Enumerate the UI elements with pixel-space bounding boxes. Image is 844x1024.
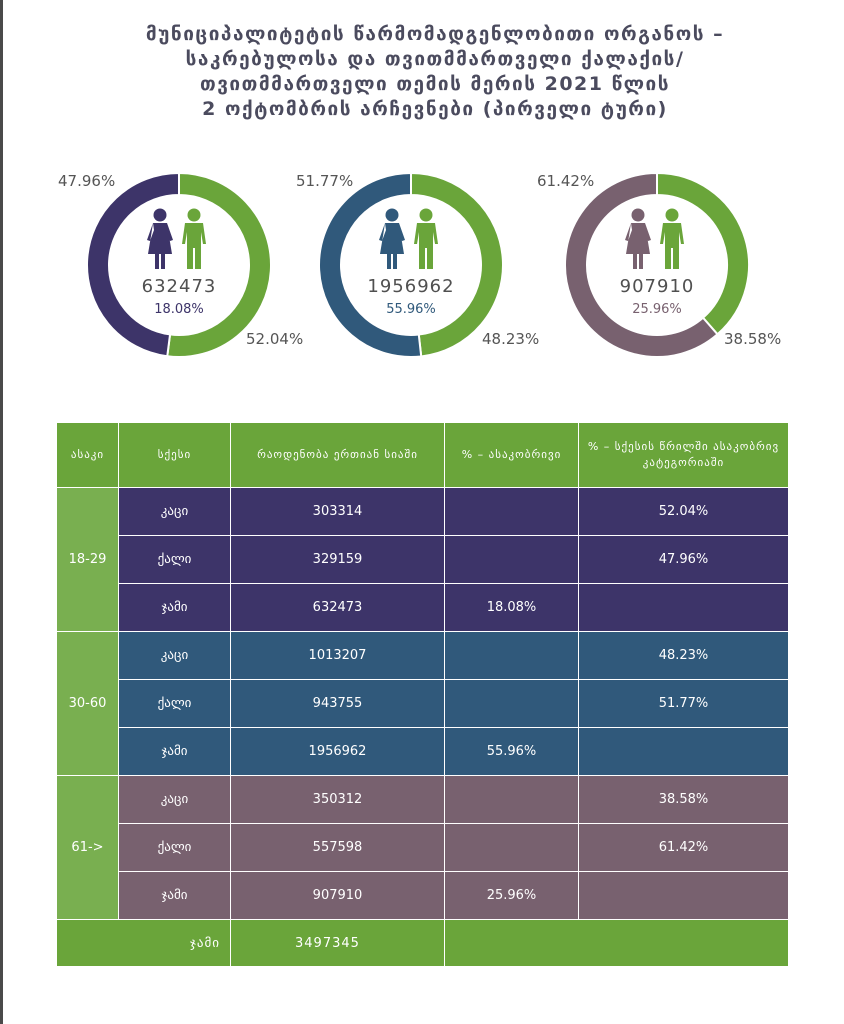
gender-figures <box>147 208 206 269</box>
age-group-cell: 61-> <box>56 775 119 920</box>
count-cell: 1013207 <box>230 631 445 680</box>
grand-total-value: 3497345 <box>230 919 445 967</box>
donut-share: 25.96% <box>632 302 682 317</box>
page-border <box>0 0 3 1024</box>
male-pct-label: 52.04% <box>246 330 304 348</box>
donut-chart-61: 907910 25.96% <box>562 170 752 360</box>
age-pct-cell <box>444 535 579 584</box>
donut-slice-female <box>86 171 180 358</box>
donut-share: 18.08% <box>154 302 204 317</box>
female-pct-label: 61.42% <box>537 172 595 190</box>
gender-cell: ჯამი <box>118 583 231 632</box>
gender-pct-cell: 48.23% <box>578 631 789 680</box>
title-line: 2 ოქტომბრის არჩევნები (პირველი ტური) <box>202 98 668 120</box>
donut-share: 55.96% <box>386 302 436 317</box>
age-pct-cell <box>444 679 579 728</box>
age-group-cell: 30-60 <box>56 631 119 776</box>
donut-total: 907910 <box>619 276 695 297</box>
table-row: ქალი 943755 51.77% <box>57 679 789 728</box>
male-icon <box>660 208 684 269</box>
page-title: მუნიციპალიტეტის წარმომადგენლობითი ორგანო… <box>90 22 780 122</box>
female-pct-label: 47.96% <box>58 172 116 190</box>
header-age: ასაკი <box>56 422 119 488</box>
gender-cell: ჯამი <box>118 871 231 920</box>
header-age-pct: % – ასაკობრივი <box>444 422 579 488</box>
donut-slice-female <box>564 171 719 358</box>
female-icon <box>147 208 173 269</box>
gender-cell: ქალი <box>118 535 231 584</box>
donut-total: 632473 <box>141 276 217 297</box>
donut-chart-18-29: 632473 18.08% <box>84 170 274 360</box>
male-pct-label: 48.23% <box>482 330 540 348</box>
age-pct-cell: 25.96% <box>444 871 579 920</box>
table-header-row: ასაკი სქესი რაოდენობა ერთიან სიაში % – ა… <box>56 422 789 488</box>
age-pct-cell <box>444 775 579 824</box>
count-cell: 907910 <box>230 871 445 920</box>
age-group-cell: 18-29 <box>56 487 119 632</box>
age-pct-cell <box>444 631 579 680</box>
female-icon <box>625 208 651 269</box>
age-pct-cell: 55.96% <box>444 727 579 776</box>
table-row-total: ჯამი 1956962 55.96% <box>57 727 789 776</box>
grand-total-label: ჯამი <box>56 919 231 967</box>
table-row: 61-> კაცი 350312 38.58% <box>56 775 789 920</box>
gender-cell: კაცი <box>118 775 231 824</box>
gender-cell: ქალი <box>118 679 231 728</box>
gender-pct-cell: 61.42% <box>578 823 789 872</box>
female-pct-label: 51.77% <box>296 172 354 190</box>
age-pct-cell <box>444 487 579 536</box>
table-row: ქალი 557598 61.42% <box>57 823 789 872</box>
count-cell: 943755 <box>230 679 445 728</box>
donut-svg <box>86 171 272 358</box>
gender-pct-cell <box>578 727 789 776</box>
gender-pct-cell <box>578 583 789 632</box>
header-gender: სქესი <box>118 422 231 488</box>
table-row: 30-60 კაცი 1013207 48.23% <box>56 631 789 776</box>
count-cell: 1956962 <box>230 727 445 776</box>
data-table: ასაკი სქესი რაოდენობა ერთიან სიაში % – ა… <box>56 422 789 967</box>
donut-svg <box>318 171 504 358</box>
male-pct-label: 38.58% <box>724 330 782 348</box>
header-gender-pct: % – სქესის წრილში ასაკობრივ კატეგორიაში <box>578 422 789 488</box>
table-row: ქალი 329159 47.96% <box>57 535 789 584</box>
age-pct-cell <box>444 823 579 872</box>
count-cell: 329159 <box>230 535 445 584</box>
title-line: თვითმმართველი თემის მერის 2021 წლის <box>199 73 671 95</box>
donut-slice-female <box>318 171 423 358</box>
female-icon <box>379 208 405 269</box>
gender-cell: კაცი <box>118 487 231 536</box>
count-cell: 632473 <box>230 583 445 632</box>
grand-total-row: ჯამი 3497345 <box>56 919 789 967</box>
title-line: მუნიციპალიტეტის წარმომადგენლობითი ორგანო… <box>145 23 725 45</box>
donut-svg <box>564 171 750 358</box>
donut-chart-30-60: 1956962 55.96% <box>316 170 506 360</box>
gender-figures <box>379 208 438 269</box>
count-cell: 303314 <box>230 487 445 536</box>
gender-pct-cell: 51.77% <box>578 679 789 728</box>
gender-pct-cell: 52.04% <box>578 487 789 536</box>
gender-cell: კაცი <box>118 631 231 680</box>
table-row-total: ჯამი 632473 18.08% <box>57 583 789 632</box>
title-line: საკრებულოსა და თვითმმართველი ქალაქის/ <box>185 48 685 70</box>
gender-cell: ჯამი <box>118 727 231 776</box>
age-pct-cell: 18.08% <box>444 583 579 632</box>
gender-figures <box>625 208 684 269</box>
male-icon <box>414 208 438 269</box>
grand-total-empty <box>444 919 789 967</box>
donut-slice-male <box>166 171 272 358</box>
male-icon <box>182 208 206 269</box>
gender-pct-cell <box>578 871 789 920</box>
gender-pct-cell: 47.96% <box>578 535 789 584</box>
gender-cell: ქალი <box>118 823 231 872</box>
table-row: 18-29 კაცი 303314 52.04% <box>56 487 789 632</box>
donut-total: 1956962 <box>367 276 455 297</box>
gender-pct-cell: 38.58% <box>578 775 789 824</box>
count-cell: 350312 <box>230 775 445 824</box>
table-row-total: ჯამი 907910 25.96% <box>57 871 789 920</box>
count-cell: 557598 <box>230 823 445 872</box>
header-count: რაოდენობა ერთიან სიაში <box>230 422 445 488</box>
